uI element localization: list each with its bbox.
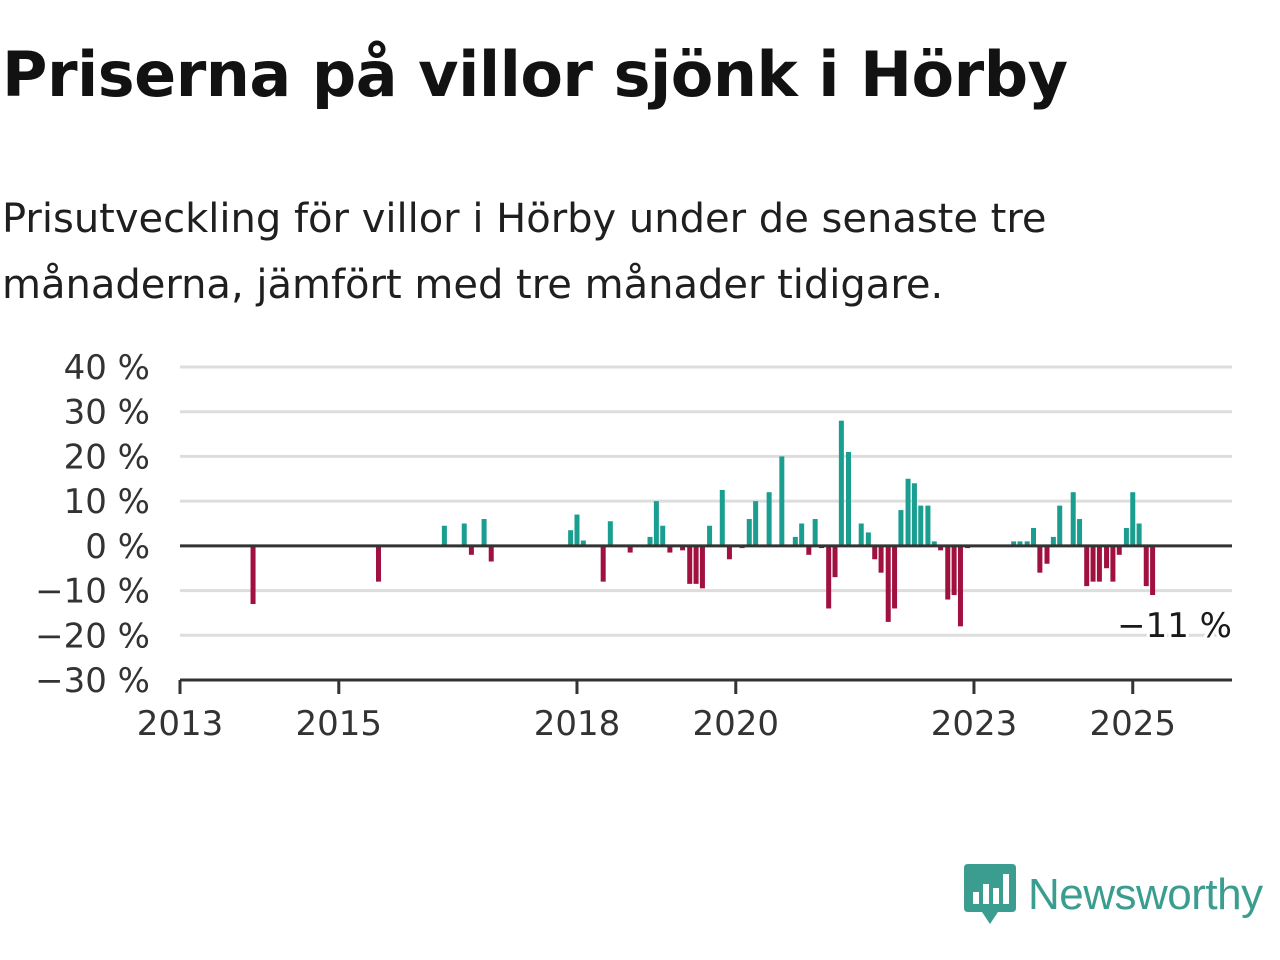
bar — [1090, 545, 1096, 582]
chart-subtitle: Prisutveckling för villor i Hörby under … — [2, 196, 1047, 308]
bar — [680, 545, 686, 551]
bar — [726, 545, 732, 560]
y-tick-label: −10 % — [35, 572, 150, 612]
bar — [826, 545, 832, 609]
bar — [660, 525, 666, 546]
bar — [832, 545, 838, 578]
bar — [766, 492, 772, 546]
bar — [1017, 541, 1023, 546]
newsworthy-logo: Newsworthy — [964, 864, 1263, 926]
bar — [1037, 545, 1043, 573]
y-tick-label: 30 % — [64, 393, 150, 433]
bar — [753, 501, 759, 546]
x-tick-label: 2023 — [931, 704, 1018, 740]
x-tick-label: 2013 — [137, 704, 224, 740]
last-value-label: −11 % — [1117, 606, 1232, 646]
bar — [1143, 545, 1149, 587]
bar — [461, 523, 467, 546]
bar — [250, 545, 256, 604]
y-tick-label: −20 % — [35, 616, 150, 656]
bar — [600, 545, 606, 582]
bar — [846, 451, 852, 546]
y-tick-label: −30 % — [35, 661, 150, 701]
brand-name: Newsworthy — [1028, 870, 1263, 919]
bar — [911, 483, 917, 546]
tick-labels: 40 % 30 %20 % 10 % 0 % −10 %−20 % −30 %2013 20… — [35, 348, 1235, 740]
bar — [375, 545, 381, 582]
bar — [1150, 545, 1156, 596]
bar — [653, 501, 659, 546]
bar — [925, 505, 931, 546]
bar — [1116, 545, 1122, 555]
gridlines — [180, 365, 1232, 637]
bar — [707, 525, 713, 546]
price-change-bar-chart: 40 % 30 %20 % 10 % 0 % −10 %−20 % −30 %2013 20… — [35, 348, 1235, 740]
bar — [938, 545, 944, 551]
bar — [1011, 541, 1017, 546]
bar — [1070, 492, 1076, 546]
bar — [1057, 505, 1063, 546]
bar — [693, 545, 699, 584]
bar — [699, 545, 705, 589]
bar — [468, 545, 474, 555]
bar — [945, 545, 951, 600]
bars — [250, 420, 1156, 627]
bar — [885, 545, 891, 622]
y-tick-label: 0 % — [85, 527, 150, 567]
bar — [1110, 545, 1116, 582]
y-tick-label: 10 % — [64, 482, 150, 522]
bar — [779, 456, 785, 546]
bar — [872, 545, 878, 560]
bar — [1084, 545, 1090, 587]
bar — [865, 532, 871, 546]
bar — [719, 489, 725, 546]
bar — [580, 540, 586, 546]
bar — [1130, 492, 1136, 546]
bar — [647, 536, 653, 546]
bar — [1044, 545, 1050, 564]
bar — [792, 536, 798, 546]
x-tick-label: 2025 — [1089, 704, 1176, 740]
bar — [838, 420, 844, 546]
bar — [627, 545, 633, 553]
bar — [1024, 541, 1030, 546]
bar — [746, 519, 752, 546]
bar — [1136, 523, 1142, 546]
bar — [1104, 545, 1110, 569]
y-tick-label: 20 % — [64, 437, 150, 477]
bar — [607, 521, 613, 546]
bar — [488, 545, 494, 562]
bar — [481, 519, 487, 546]
bar — [568, 530, 574, 546]
bar — [918, 505, 924, 546]
chart-bubble-logo-icon — [964, 864, 1016, 924]
bar — [878, 545, 884, 573]
bar — [667, 545, 673, 553]
bar — [905, 478, 911, 546]
bar — [858, 523, 864, 546]
bar — [1050, 536, 1056, 546]
bar — [951, 545, 957, 596]
bar — [806, 545, 812, 555]
bar — [898, 510, 904, 546]
x-tick-label: 2020 — [693, 704, 780, 740]
x-tick-label: 2018 — [534, 704, 621, 740]
axes — [178, 544, 1232, 694]
bar — [441, 525, 447, 546]
bar — [687, 545, 693, 584]
bar — [812, 519, 818, 546]
bar — [931, 541, 937, 546]
bar — [892, 545, 898, 609]
bar — [957, 545, 963, 627]
bar — [574, 514, 580, 546]
x-tick-label: 2015 — [296, 704, 383, 740]
bar — [1123, 527, 1129, 546]
bar — [1077, 519, 1083, 546]
bar — [799, 523, 805, 546]
chart-title: Priserna på villor sjönk i Hörby — [2, 38, 1068, 111]
bar — [1031, 527, 1037, 546]
bar — [1096, 545, 1102, 582]
y-tick-label: 40 % — [64, 348, 150, 388]
